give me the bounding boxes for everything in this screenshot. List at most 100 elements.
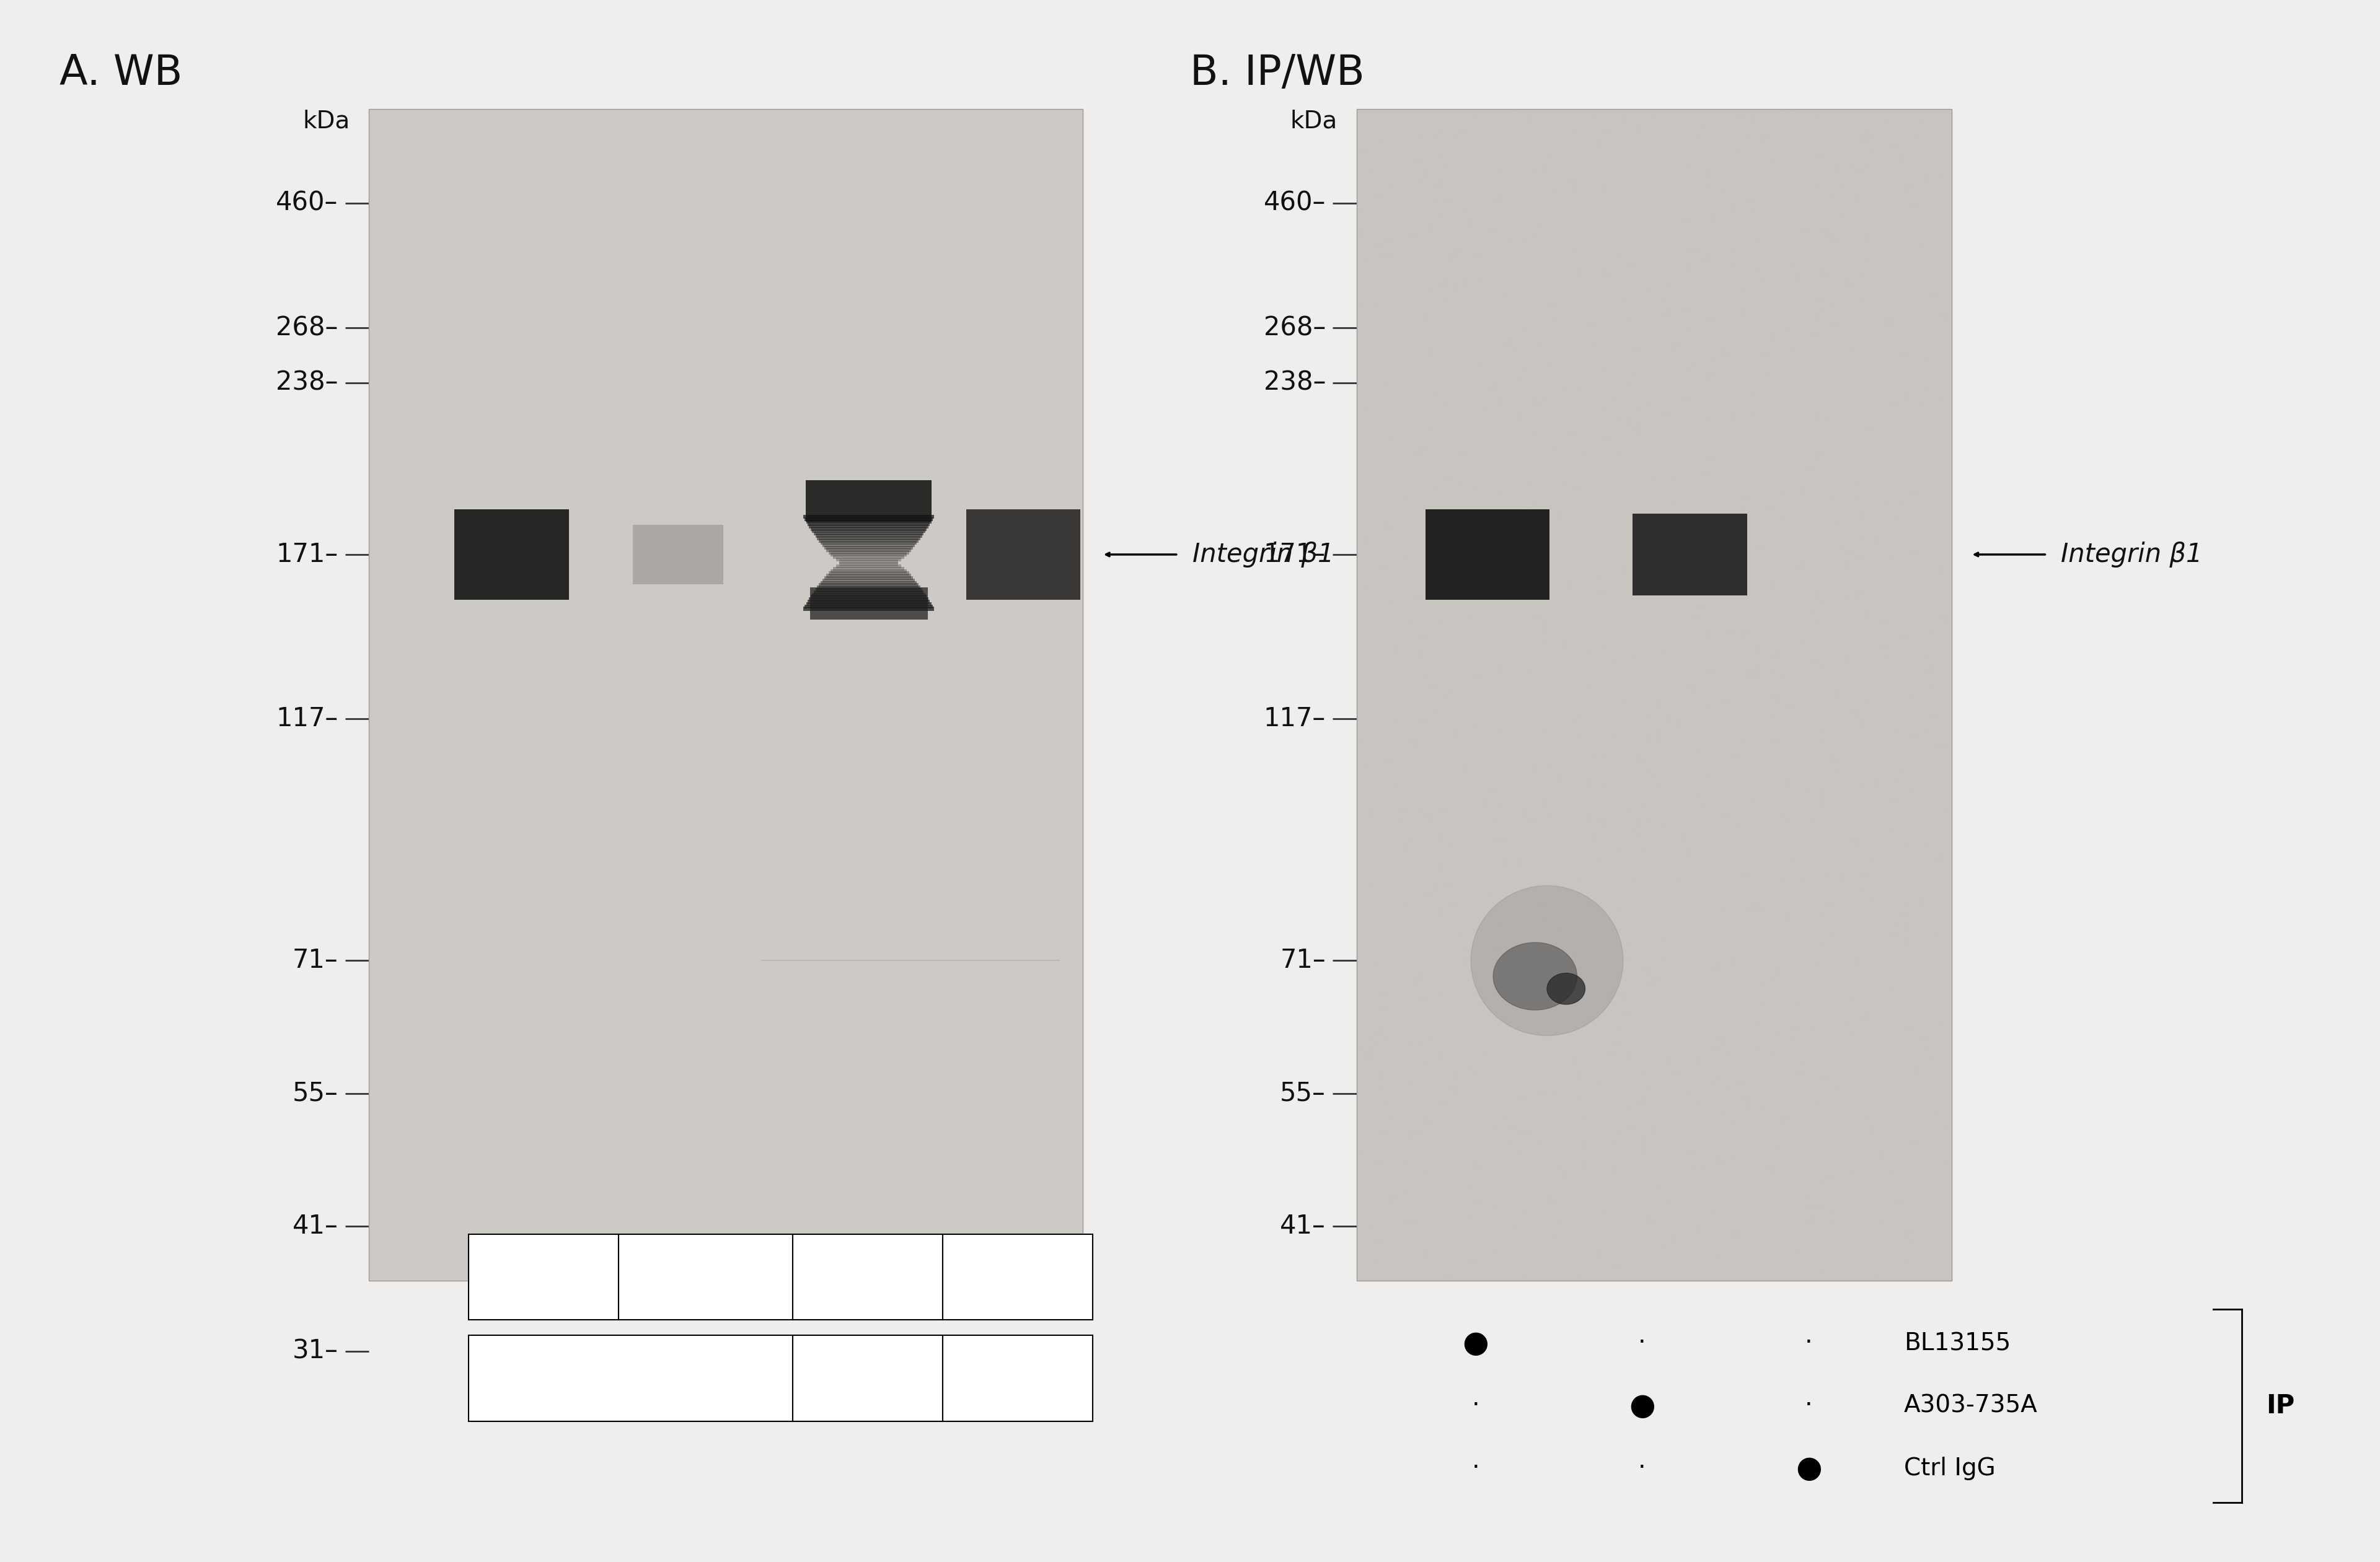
Text: 41–: 41– [293, 1214, 338, 1239]
Bar [821, 581, 916, 584]
Bar [816, 586, 921, 590]
Bar [802, 608, 933, 611]
Bar [826, 548, 912, 551]
Bar [369, 109, 1083, 1281]
Bar [816, 587, 921, 592]
Bar [804, 604, 933, 609]
Text: 460–: 460– [276, 191, 338, 216]
Bar [816, 536, 921, 540]
Bar [455, 509, 569, 600]
Text: Integrin β1: Integrin β1 [1192, 542, 1335, 567]
Bar [942, 1336, 1092, 1421]
Bar [821, 540, 916, 545]
Polygon shape [1471, 886, 1623, 1036]
Bar [835, 558, 902, 561]
Text: 238–: 238– [1264, 370, 1326, 395]
Text: 15: 15 [690, 1265, 721, 1289]
Bar [823, 576, 914, 580]
Bar [831, 553, 907, 556]
Text: 117–: 117– [1264, 706, 1326, 731]
Bar [469, 1234, 619, 1320]
Text: Ctrl IgG: Ctrl IgG [1904, 1456, 1994, 1481]
Text: 171–: 171– [276, 542, 338, 567]
Bar [807, 481, 931, 522]
Text: A. WB: A. WB [60, 53, 183, 94]
Text: ·: · [1804, 1331, 1814, 1356]
Text: B. IP/WB: B. IP/WB [1190, 53, 1364, 94]
Text: ●: ● [1795, 1453, 1823, 1484]
Text: 268–: 268– [1264, 316, 1326, 341]
Bar [833, 555, 904, 559]
Bar [833, 567, 904, 570]
Text: 171–: 171– [1264, 542, 1326, 567]
Bar [812, 595, 926, 600]
Bar [828, 550, 909, 555]
Bar [807, 600, 931, 604]
Bar [814, 531, 923, 536]
Bar [369, 109, 1083, 1281]
Text: 71–: 71– [1280, 948, 1326, 973]
Text: 31–: 31– [293, 1339, 338, 1364]
Bar [793, 1336, 942, 1421]
Text: ●: ● [1628, 1390, 1656, 1421]
Text: 50: 50 [852, 1265, 883, 1289]
Text: ·: · [1471, 1456, 1480, 1481]
Bar [835, 564, 902, 569]
Text: 117–: 117– [276, 706, 338, 731]
Bar [942, 1234, 1092, 1320]
Text: ·: · [1471, 1393, 1480, 1418]
Text: ·: · [1804, 1393, 1814, 1418]
Bar [966, 509, 1081, 600]
Text: 238–: 238– [276, 370, 338, 395]
Bar [812, 526, 926, 531]
Bar [1357, 109, 1952, 1281]
Text: 41–: 41– [1280, 1214, 1326, 1239]
Text: Jurkat: Jurkat [595, 1367, 666, 1390]
Text: 55–: 55– [1280, 1081, 1326, 1106]
Text: kDa: kDa [1290, 109, 1338, 133]
Bar [1633, 514, 1747, 595]
Text: 55–: 55– [293, 1081, 338, 1106]
Bar [809, 525, 928, 528]
Bar [823, 544, 914, 547]
Bar [823, 545, 914, 550]
Bar [809, 587, 928, 620]
Bar [828, 572, 909, 575]
Text: 71–: 71– [293, 948, 338, 973]
Text: T: T [1009, 1367, 1026, 1390]
Bar [802, 515, 933, 519]
Bar [1426, 509, 1549, 600]
Bar [816, 534, 921, 537]
Text: 460–: 460– [1264, 191, 1326, 216]
Bar [840, 562, 897, 565]
Bar [809, 597, 928, 601]
Bar [1357, 109, 1952, 1281]
Bar [807, 603, 931, 606]
Bar [619, 1234, 793, 1320]
Text: 50: 50 [1002, 1265, 1033, 1289]
Polygon shape [1547, 973, 1585, 1004]
Text: Integrin β1: Integrin β1 [2061, 542, 2204, 567]
Text: A303-735A: A303-735A [1904, 1393, 2037, 1418]
Bar [823, 578, 914, 583]
Bar [819, 539, 919, 542]
Bar [469, 1336, 793, 1421]
Text: kDa: kDa [302, 109, 350, 133]
Text: H: H [859, 1367, 876, 1390]
Text: BL13155: BL13155 [1904, 1331, 2011, 1356]
Bar [812, 530, 926, 533]
Bar [826, 573, 912, 578]
Text: ●: ● [1461, 1328, 1490, 1359]
Bar [814, 590, 923, 595]
Bar [633, 525, 724, 584]
Bar [807, 520, 931, 523]
Bar [807, 522, 931, 526]
Text: ·: · [1637, 1331, 1647, 1356]
Bar [831, 569, 907, 573]
Bar [840, 559, 897, 564]
Bar [793, 1234, 942, 1320]
Polygon shape [1492, 942, 1578, 1011]
Text: 268–: 268– [276, 316, 338, 341]
Text: ·: · [1637, 1456, 1647, 1481]
Text: 50: 50 [528, 1265, 559, 1289]
